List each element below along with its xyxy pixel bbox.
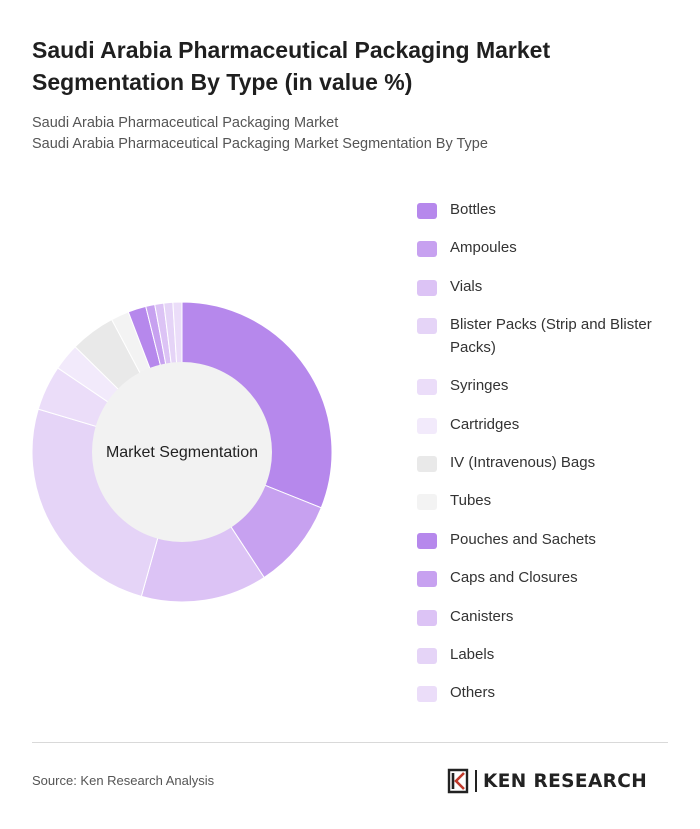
legend-item: Pouches and Sachets xyxy=(417,528,667,551)
donut-chart: Market Segmentation xyxy=(31,301,333,603)
legend-item: Bottles xyxy=(417,198,667,221)
legend-swatch xyxy=(417,648,437,664)
donut-center xyxy=(92,362,272,542)
logo-text: KEN RESEARCH xyxy=(483,770,648,792)
legend-swatch xyxy=(417,379,437,396)
legend-swatch xyxy=(417,532,437,549)
legend-swatch xyxy=(417,494,437,511)
legend-swatch xyxy=(417,279,437,296)
legend-label: Syringes xyxy=(450,377,509,395)
legend-item: Others xyxy=(417,681,667,704)
legend-label: Tubes xyxy=(450,492,492,510)
ken-research-logo-icon xyxy=(447,768,469,794)
legend-item: Ampoules xyxy=(417,236,667,259)
footer-divider xyxy=(32,742,668,743)
logo-separator xyxy=(475,770,477,792)
legend-label: Blister Packs (Strip and Blister Packs) xyxy=(450,316,652,357)
legend-label: IV (Intravenous) Bags xyxy=(450,454,596,471)
legend-swatch xyxy=(417,571,437,588)
legend-label: Labels xyxy=(450,646,495,663)
legend-swatch xyxy=(417,456,437,472)
ken-research-logo: KEN RESEARCH xyxy=(447,766,671,796)
legend-swatch xyxy=(417,318,437,335)
legend-label: Ampoules xyxy=(450,239,517,257)
legend-item: Blister Packs (Strip and Blister Packs) xyxy=(417,313,667,359)
chart-subtitle: Saudi Arabia Pharmaceutical Packaging Ma… xyxy=(32,113,672,155)
legend-swatch xyxy=(417,241,437,258)
legend-label: Pouches and Sachets xyxy=(450,530,596,548)
legend-label: Caps and Closures xyxy=(450,569,578,587)
legend-swatch xyxy=(417,203,437,219)
legend-item: Vials xyxy=(417,275,667,298)
legend-label: Bottles xyxy=(450,201,496,218)
source-note: Source: Ken Research Analysis xyxy=(32,773,215,788)
legend-swatch xyxy=(417,686,437,703)
donut-center-label: Market Segmentation xyxy=(106,444,258,461)
legend-item: Tubes xyxy=(417,489,667,512)
subtitle-line-2: Saudi Arabia Pharmaceutical Packaging Ma… xyxy=(32,136,488,152)
legend-swatch xyxy=(417,609,437,626)
legend-label: Canisters xyxy=(450,607,514,625)
legend-item: Labels xyxy=(417,643,667,666)
legend-item: IV (Intravenous) Bags xyxy=(417,451,667,474)
legend-label: Vials xyxy=(450,277,483,295)
chart-title: Saudi Arabia Pharmaceutical Packaging Ma… xyxy=(32,37,551,95)
legend-item: Cartridges xyxy=(417,413,667,436)
legend-item: Syringes xyxy=(417,374,667,397)
legend-item: Canisters xyxy=(417,605,667,628)
subtitle-line-1: Saudi Arabia Pharmaceutical Packaging Ma… xyxy=(32,115,339,131)
legend-label: Others xyxy=(450,684,496,702)
legend-swatch xyxy=(417,417,437,434)
legend-label: Cartridges xyxy=(450,415,520,433)
legend-item: Caps and Closures xyxy=(417,566,667,589)
